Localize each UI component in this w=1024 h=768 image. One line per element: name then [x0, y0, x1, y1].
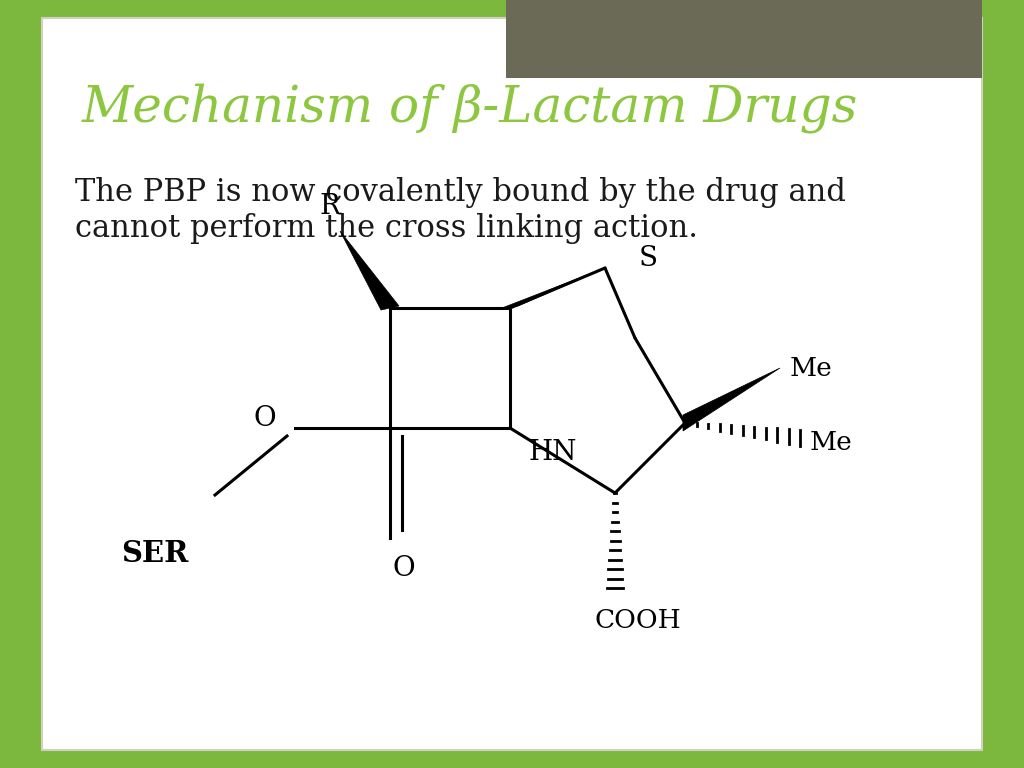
- Text: SER: SER: [121, 538, 188, 568]
- Text: COOH: COOH: [595, 607, 681, 633]
- FancyBboxPatch shape: [42, 18, 982, 750]
- Text: O: O: [254, 405, 276, 432]
- Text: HN: HN: [528, 439, 577, 466]
- Text: The PBP is now covalently bound by the drug and: The PBP is now covalently bound by the d…: [75, 177, 846, 208]
- Polygon shape: [502, 268, 605, 308]
- Text: S: S: [639, 244, 657, 272]
- Text: R: R: [319, 193, 340, 220]
- Text: Me: Me: [810, 429, 853, 455]
- Polygon shape: [683, 368, 780, 431]
- Text: cannot perform the cross linking action.: cannot perform the cross linking action.: [75, 213, 698, 243]
- Text: O: O: [392, 554, 416, 581]
- Text: Me: Me: [790, 356, 833, 380]
- Text: Mechanism of β-Lactam Drugs: Mechanism of β-Lactam Drugs: [82, 83, 858, 133]
- Polygon shape: [340, 231, 399, 310]
- FancyBboxPatch shape: [506, 0, 982, 78]
